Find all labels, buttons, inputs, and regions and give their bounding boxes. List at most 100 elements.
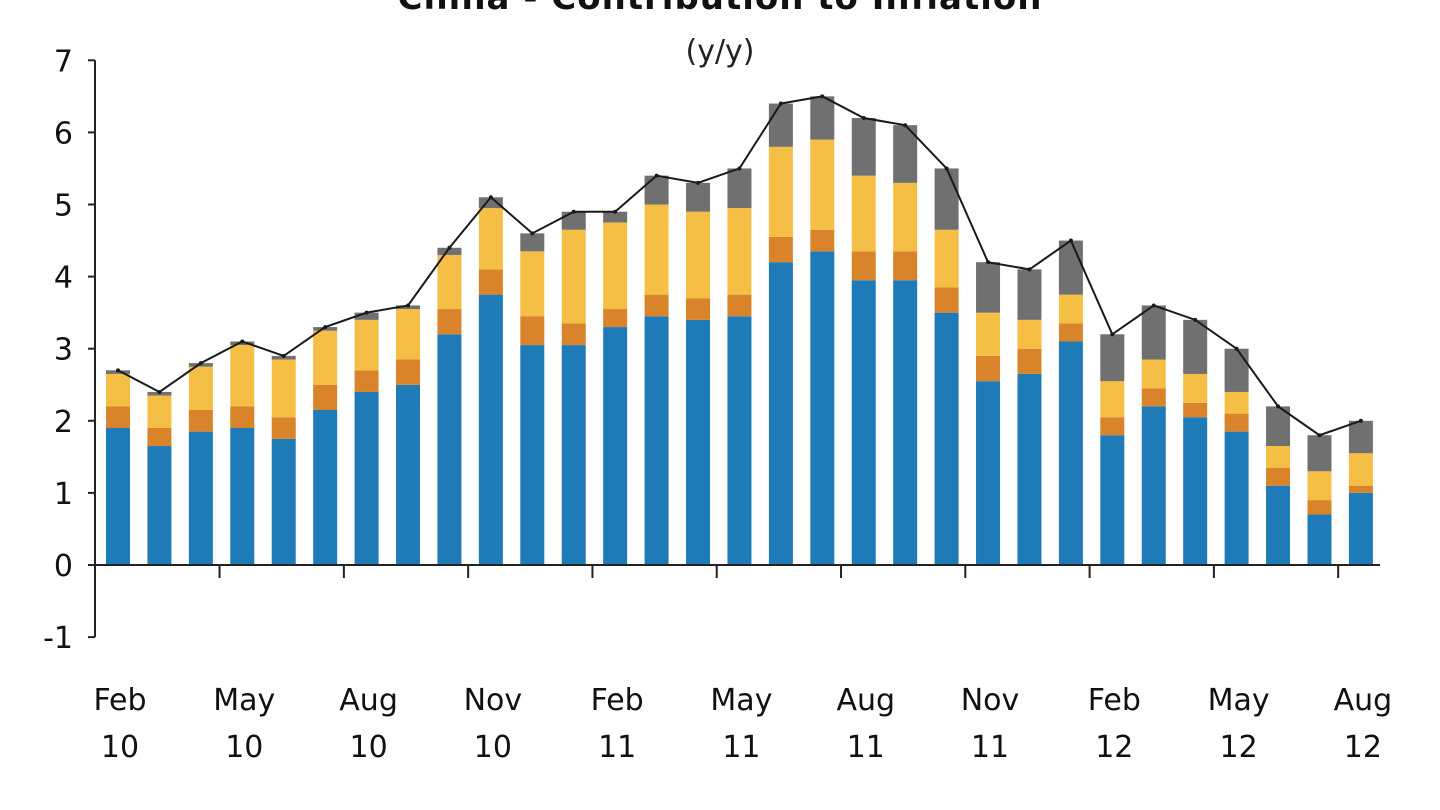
bar-segment-3 [976, 262, 1001, 313]
bar-segment-2 [478, 208, 503, 270]
bar-segment-0 [106, 428, 130, 565]
bar-segment-3 [934, 168, 959, 230]
x-tick-label-month: Aug [836, 683, 895, 718]
bar-segment-2 [1266, 446, 1291, 468]
bar-segment-1 [147, 428, 172, 447]
total-point [986, 260, 991, 265]
bar-segment-2 [1348, 453, 1373, 486]
x-tick-label-month: May [710, 683, 772, 718]
bar-segment-3 [603, 211, 628, 223]
total-point [1027, 267, 1032, 272]
bar-segment-0 [396, 384, 421, 565]
bar-segment-2 [976, 312, 1001, 356]
bar-segment-3 [810, 96, 835, 140]
x-tick-label-year: 12 [1220, 730, 1258, 765]
bar-segment-0 [1307, 514, 1332, 565]
y-tick-label: 1 [54, 477, 73, 512]
bar-segment-1 [1224, 413, 1249, 432]
bar-segment-1 [1266, 467, 1291, 486]
bar-segment-1 [644, 294, 669, 317]
total-point [1151, 303, 1156, 308]
bar-segment-2 [893, 182, 918, 252]
bar-segment-0 [1183, 417, 1208, 565]
y-tick-label: 3 [54, 333, 73, 368]
bar-segment-1 [561, 323, 586, 346]
y-tick-label: 2 [54, 405, 73, 440]
bar-segment-0 [851, 280, 876, 565]
bar-segment-0 [147, 446, 172, 565]
total-point [903, 123, 908, 128]
bar-segment-2 [1183, 373, 1208, 403]
bar-segment-0 [603, 327, 628, 565]
bar-segment-1 [1058, 323, 1083, 342]
bar-segment-2 [686, 211, 711, 299]
bar-segment-2 [354, 319, 379, 371]
bar-segment-2 [520, 251, 545, 317]
bar-segment-2 [768, 146, 793, 237]
total-point [488, 195, 493, 200]
bar-segment-2 [1307, 471, 1332, 501]
x-tick-label-year: 12 [1095, 730, 1133, 765]
bar-segment-2 [147, 395, 172, 429]
bar-segment-1 [1307, 500, 1332, 515]
bar-segment-1 [271, 417, 296, 439]
total-point [1358, 418, 1363, 423]
bar-segment-1 [1100, 417, 1125, 436]
bar-segment-1 [1183, 402, 1208, 418]
bar-segment-2 [1141, 359, 1166, 389]
bar-segment-1 [976, 355, 1001, 382]
total-point [820, 94, 825, 99]
bar-segment-2 [396, 309, 421, 360]
total-point [157, 389, 162, 394]
bar-segment-3 [437, 247, 462, 255]
bar-segment-1 [810, 229, 835, 252]
total-point [571, 209, 576, 214]
bar-segment-0 [354, 391, 379, 565]
bar-segment-0 [230, 428, 255, 565]
bar-segment-1 [354, 370, 379, 392]
bar-segment-2 [1058, 294, 1083, 324]
y-tick-label: 0 [54, 549, 73, 584]
bar-segment-3 [354, 312, 379, 320]
total-point [447, 245, 452, 250]
x-tick-label-year: 11 [847, 730, 885, 765]
total-point [737, 166, 742, 171]
bar-segment-0 [437, 334, 462, 565]
bar-segment-2 [851, 175, 876, 252]
bar-segment-0 [934, 312, 959, 565]
bar-segment-1 [396, 359, 421, 385]
total-point [944, 166, 949, 171]
total-point [198, 361, 203, 366]
bar-segment-0 [686, 319, 711, 565]
total-point [613, 209, 618, 214]
bar-segment-3 [727, 168, 752, 209]
x-tick-label-month: Nov [961, 683, 1020, 718]
y-tick-label: 7 [54, 44, 73, 79]
bar-segment-2 [1100, 381, 1125, 418]
chart-title: China - Contribution to Inflation [0, 0, 1440, 18]
total-point [1317, 433, 1322, 438]
bar-segment-1 [768, 236, 793, 263]
x-tick-label-year: 10 [349, 730, 387, 765]
bar-segment-3 [1017, 269, 1042, 320]
total-point [364, 310, 369, 315]
total-point [1068, 238, 1073, 243]
chart-subtitle: (y/y) [685, 34, 755, 69]
bar-segment-0 [271, 438, 296, 565]
x-tick-label-year: 12 [1344, 730, 1382, 765]
bar-segment-0 [1017, 373, 1042, 565]
bar-segment-2 [188, 366, 213, 410]
total-point [1234, 346, 1239, 351]
bar-segment-0 [810, 251, 835, 566]
y-tick-label: 4 [54, 261, 73, 296]
x-tick-label-year: 11 [722, 730, 760, 765]
bar-segment-3 [478, 197, 503, 209]
bar-segment-2 [271, 359, 296, 418]
x-tick-label-month: Feb [1088, 683, 1141, 718]
bar-segment-1 [520, 316, 545, 346]
bar-segment-1 [727, 294, 752, 317]
bar-segment-1 [851, 251, 876, 281]
bar-segment-0 [1058, 341, 1083, 565]
total-point [116, 368, 120, 373]
